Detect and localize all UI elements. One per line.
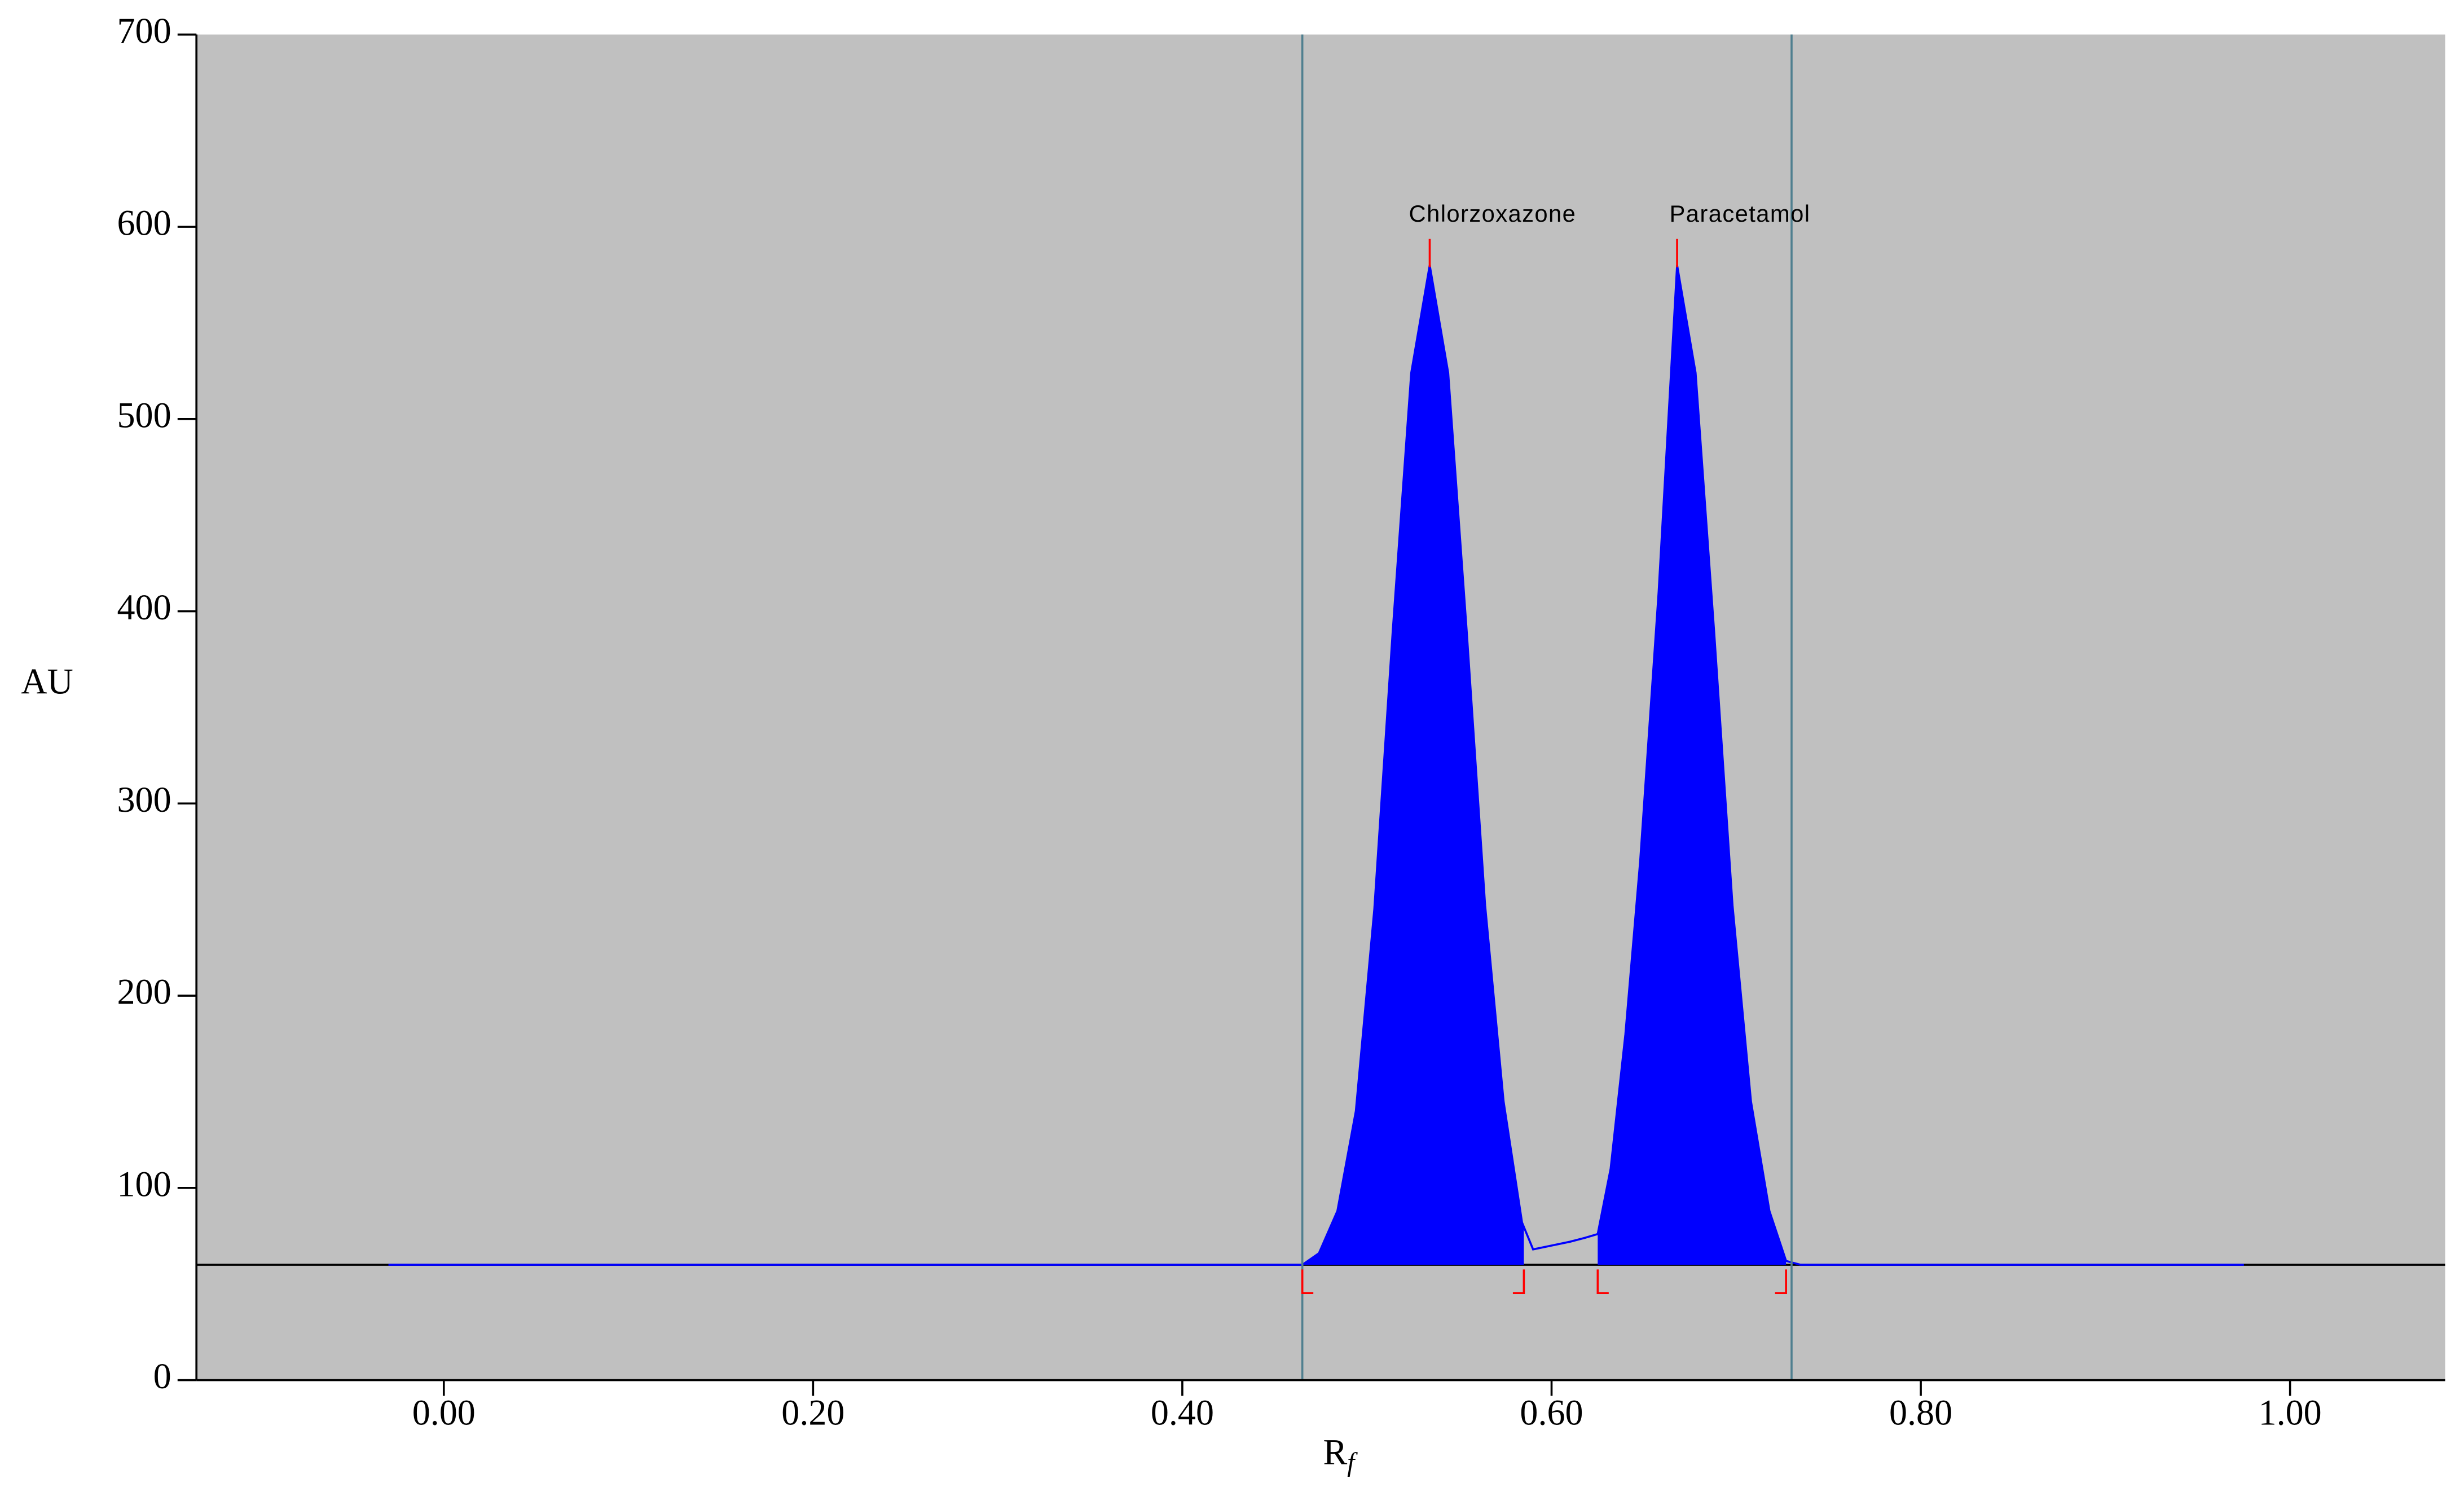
peak-end-bracket	[1512, 1269, 1525, 1295]
y-tick-label: 200	[117, 972, 171, 1012]
y-tick-label: 100	[117, 1164, 171, 1204]
x-tick-label: 0.40	[1151, 1392, 1214, 1432]
x-tick-label: 0.60	[1520, 1392, 1583, 1432]
peak-start-bracket	[1301, 1269, 1314, 1295]
plot-area	[196, 34, 2445, 1380]
y-tick-label: 0	[153, 1356, 171, 1396]
y-tick-label: 700	[117, 11, 171, 51]
x-axis-label: Rf	[1323, 1432, 1358, 1477]
y-tick-label: 400	[117, 587, 171, 627]
y-axis-label: AU	[21, 662, 73, 702]
y-tick-label: 500	[117, 395, 171, 435]
peak-start-bracket	[1596, 1269, 1609, 1295]
x-tick-label: 0.20	[781, 1392, 844, 1432]
x-tick-label: 0.80	[1889, 1392, 1952, 1432]
x-tick-label: 1.00	[2259, 1392, 2322, 1432]
peak-label: Paracetamol	[1670, 200, 1811, 227]
trace-line	[388, 265, 2244, 1266]
peak-label: Chlorzoxazone	[1409, 200, 1577, 227]
y-tick-label: 300	[117, 780, 171, 820]
y-tick-label: 600	[117, 203, 171, 243]
x-tick-label: 0.00	[412, 1392, 476, 1432]
peak-end-bracket	[1775, 1269, 1787, 1295]
x-axis-label-subscript: f	[1347, 1448, 1358, 1477]
x-axis-label-main: R	[1323, 1432, 1347, 1472]
